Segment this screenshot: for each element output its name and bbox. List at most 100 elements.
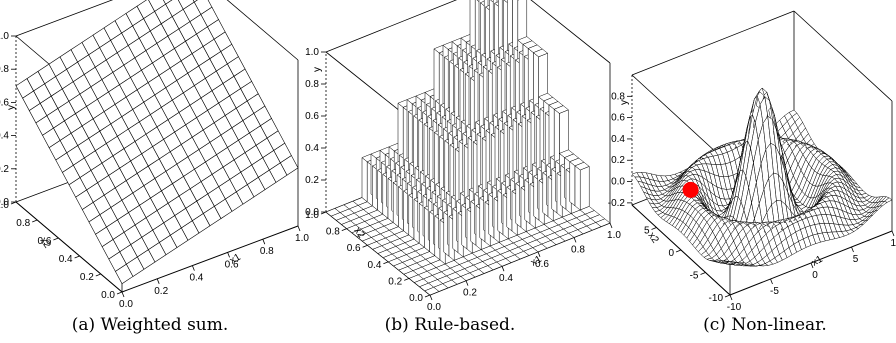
surface-cell [163, 0, 173, 5]
x2-tick-mark [10, 201, 17, 205]
x1-tick-mark [121, 291, 125, 298]
x1-tick-label: 1.0 [295, 233, 309, 244]
panel-a-surface [15, 0, 299, 285]
surface-cell [192, 0, 198, 3]
x2-tick-mark [53, 237, 59, 241]
surface-cell [595, 218, 611, 227]
z-tick-label: 1.0 [0, 31, 9, 42]
z-tick-label: 0.4 [0, 131, 9, 142]
surface-cell [883, 197, 893, 203]
z-tick-label: 0.8 [305, 79, 319, 90]
x2-tick-label: 0.8 [326, 227, 340, 238]
surface-cell [532, 48, 549, 58]
surface-cell [574, 161, 590, 171]
x2-tick-label: 0.0 [409, 293, 423, 304]
z-tick-label: 0.4 [611, 134, 625, 145]
z-tick-label: 0.6 [305, 111, 319, 122]
x1-tick-label: 5 [853, 254, 859, 265]
x2-tick-mark [383, 261, 389, 265]
panel-c: -0.20.00.20.40.60.8-10-50510-10-505 y x1… [608, 10, 896, 335]
panel-box-edge [530, 0, 611, 64]
x2-tick-label: 5 [644, 226, 650, 237]
panel-box-edge [15, 0, 114, 37]
panel-c-ticks: -0.2 0.0 0.2 0.4 0.6 0.8 -10 -5 0 5 10 -10 -5 0 5 [608, 91, 896, 313]
z-tick-label: 0.2 [305, 175, 319, 186]
x2-tick-mark [362, 244, 368, 248]
x2-tick-mark [651, 227, 657, 230]
x2-tick-label: 0.4 [367, 260, 381, 271]
x1-tick-label: 0.6 [225, 259, 239, 270]
z-tick-label: 0.6 [0, 97, 9, 108]
panel-a-caption: (a) Weighted sum. [72, 315, 229, 335]
panel-c-marker [682, 181, 699, 198]
x2-tick-label: 0.8 [16, 218, 30, 229]
x1-tick-label: -10 [727, 302, 742, 313]
surface-face [579, 166, 590, 211]
panel-b-surface [325, 0, 611, 296]
x2-tick-label: 0.6 [37, 236, 51, 247]
x1-tick-mark [573, 237, 577, 243]
x1-tick-label: 0.0 [119, 299, 133, 310]
x2-tick-label: 0.2 [80, 272, 94, 283]
z-tick-label: 0.0 [0, 197, 9, 208]
x2-axis-line [15, 201, 123, 293]
x1-tick-label: -5 [770, 286, 779, 297]
x2-tick-label: 0 [668, 248, 674, 259]
x2-tick-label: 0.0 [101, 290, 115, 301]
x1-tick-mark [810, 262, 814, 269]
z-tick-label: 0.4 [305, 143, 319, 154]
surface-face [569, 161, 576, 207]
panel-box-edge [631, 10, 795, 76]
x1-tick-label: 0.4 [189, 273, 203, 284]
surface-cell [136, 0, 156, 19]
surface-cell [177, 0, 195, 10]
x2-tick-mark [95, 273, 101, 277]
surface-cell [165, 0, 184, 17]
z-tick-label: 0.8 [611, 91, 625, 102]
x1-tick-label: 10 [890, 238, 896, 249]
x2-tick-mark [404, 278, 410, 281]
x1-tick-label: 0.0 [427, 302, 441, 313]
x2-tick-label: 1.0 [305, 210, 319, 221]
z-tick-label: 1.0 [305, 47, 319, 58]
z-tick-label: 0.2 [0, 164, 9, 175]
x1-tick-mark [297, 225, 301, 232]
panel-a-ticks: 0.00.20.40.60.81.00.00.20.40.60.81.00.00… [0, 31, 309, 310]
z-tick-label: 0.6 [611, 113, 625, 124]
panel-b: 0.00.20.40.60.81.00.00.20.40.60.81.00.00… [305, 0, 621, 335]
panel-b-zlabel: y [312, 67, 323, 72]
panel-box-edge [793, 10, 893, 102]
z-tick-label: 0.0 [305, 207, 319, 218]
x1-tick-mark [501, 266, 505, 272]
x1-tick-label: 0 [812, 270, 818, 281]
panel-c-surface [631, 87, 893, 267]
x1-tick-label: 0.8 [260, 246, 274, 257]
x1-tick-mark [891, 230, 895, 237]
x1-tick-mark [465, 280, 469, 286]
x2-tick-mark [724, 294, 731, 298]
panel-b-caption: (b) Rule-based. [385, 315, 516, 335]
panel-box-edge [325, 0, 458, 53]
x2-tick-mark [116, 291, 123, 295]
x2-tick-mark [320, 211, 327, 215]
panel-box-edge [226, 0, 299, 61]
x2-tick-mark [74, 255, 80, 259]
x2-tick-label: 1.0 [0, 200, 9, 211]
x1-tick-label: 1.0 [607, 230, 621, 241]
x2-tick-label: 0.2 [388, 276, 402, 287]
x1-tick-label: 0.6 [535, 259, 549, 270]
x1-tick-mark [770, 278, 773, 285]
panel-b-ticks: 0.00.20.40.60.81.00.00.20.40.60.81.00.00… [305, 47, 621, 313]
x1-tick-label: 0.8 [571, 244, 585, 255]
panel-c-zlabel: y [619, 100, 630, 105]
z-tick-label: -0.2 [608, 198, 626, 209]
surface-cell [148, 0, 167, 12]
x1-tick-mark [729, 294, 733, 301]
x2-tick-label: 0.4 [59, 254, 73, 265]
panel-a: 0.00.20.40.60.81.00.00.20.40.60.81.00.00… [0, 0, 309, 335]
surface-cell [193, 0, 213, 15]
x1-axis-line [121, 225, 299, 293]
x2-tick-label: -5 [690, 271, 699, 282]
x2-tick-mark [700, 272, 706, 275]
